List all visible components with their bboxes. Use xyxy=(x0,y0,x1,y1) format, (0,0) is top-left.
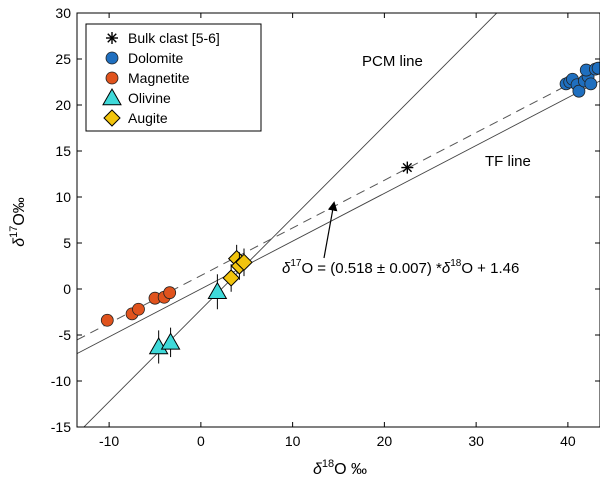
annotation-delta2: δ xyxy=(442,260,451,277)
y-tick-label: 25 xyxy=(55,51,71,67)
label-pcm-line: PCM line xyxy=(362,53,423,70)
legend-label-dolomite: Dolomite xyxy=(128,50,183,66)
y-axis-ticks: -15 -10 -5 0 5 10 15 20 25 30 xyxy=(51,5,600,435)
legend-marker-bulk-clast-5-6 xyxy=(106,32,118,44)
point-magnetite xyxy=(132,302,145,316)
y-axis-title: δ17O‰ xyxy=(8,197,28,247)
x-axis-label: δ18O ‰ xyxy=(313,458,367,478)
line-labels: PCM line TF line xyxy=(362,53,531,170)
point-augite xyxy=(222,269,240,287)
point-dolomite xyxy=(584,77,598,91)
line-tf-line xyxy=(77,80,600,354)
y-tick-label: 20 xyxy=(55,97,71,113)
y-axis-label: δ17O‰ xyxy=(8,197,28,247)
annotation-sup-18: 18 xyxy=(450,258,462,269)
point-olivine xyxy=(207,281,228,300)
legend-marker-magnetite xyxy=(105,71,119,85)
data-markers xyxy=(100,61,600,364)
y-tick-label: 15 xyxy=(55,143,71,159)
y-tick-label: 10 xyxy=(55,189,71,205)
x-tick-label: -10 xyxy=(99,433,119,449)
x-tick-label: 0 xyxy=(197,433,205,449)
annotation-delta: δ xyxy=(282,260,291,277)
annotation-text: δ17O = (0.518 ± 0.007) *δ18O + 1.46 xyxy=(282,258,519,277)
annotation-mid: O = (0.518 ± 0.007) * xyxy=(301,260,442,277)
point-dolomite xyxy=(591,61,600,75)
point-olivine xyxy=(160,332,181,350)
y-tick-label: 5 xyxy=(63,235,71,251)
y-tick-label: -15 xyxy=(51,419,71,435)
legend-marker-augite xyxy=(103,109,121,127)
y-tick-label: -5 xyxy=(59,327,72,343)
plot-frame xyxy=(76,12,600,428)
annotation-end: O + 1.46 xyxy=(461,260,519,277)
point-augite xyxy=(235,253,253,272)
legend-marker-olivine xyxy=(102,87,122,106)
x-tick-label: 20 xyxy=(377,433,393,449)
point-magnetite xyxy=(100,313,114,327)
point-dolomite xyxy=(572,84,586,98)
equation-annotation: δ17O = (0.518 ± 0.007) *δ18O + 1.46 xyxy=(282,201,519,277)
x-axis-ticks: -10 0 10 20 30 40 xyxy=(99,13,576,449)
annotation-sup-17: 17 xyxy=(290,258,302,269)
annotation-arrow xyxy=(323,201,338,259)
x-tick-label: 10 xyxy=(285,433,301,449)
y-tick-label: 0 xyxy=(63,281,71,297)
x-tick-label: 40 xyxy=(560,433,576,449)
label-tf-line: TF line xyxy=(485,153,531,170)
y-tick-label: 30 xyxy=(55,5,71,21)
legend-marker-dolomite xyxy=(105,51,119,65)
x-tick-label: 30 xyxy=(468,433,484,449)
x-axis-title: δ18O ‰ xyxy=(313,458,367,478)
legend-label-olivine: Olivine xyxy=(128,90,171,106)
legend-label-augite: Augite xyxy=(128,110,168,126)
y-tick-label: -10 xyxy=(51,373,71,389)
legend: Bulk clast [5-6] Dolomite Magnetite Olivine… xyxy=(85,23,262,132)
legend-label-bulk-clast-5-6: Bulk clast [5-6] xyxy=(128,30,220,46)
point-magnetite xyxy=(163,286,177,300)
legend-label-magnetite: Magnetite xyxy=(128,70,190,86)
point-bulk-clast-5-6 xyxy=(401,161,414,174)
